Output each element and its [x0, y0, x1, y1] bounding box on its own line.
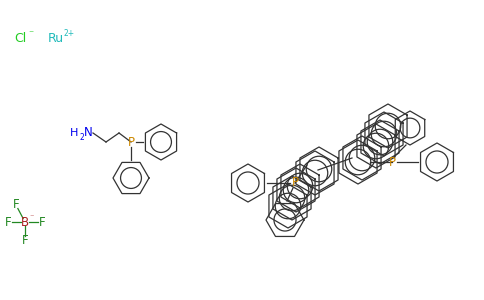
Text: P: P: [127, 136, 135, 148]
Text: N: N: [84, 127, 93, 140]
Text: F: F: [13, 199, 19, 212]
Text: B: B: [21, 215, 29, 229]
Text: ⁻: ⁻: [29, 212, 33, 221]
Text: ⁻: ⁻: [28, 29, 33, 39]
Text: Cl: Cl: [14, 32, 26, 44]
Text: P: P: [291, 176, 299, 190]
Text: P: P: [389, 155, 395, 169]
Text: F: F: [5, 215, 11, 229]
Text: F: F: [22, 233, 28, 247]
Text: 2: 2: [79, 133, 84, 142]
Text: 2+: 2+: [63, 28, 74, 38]
Text: Ru: Ru: [48, 32, 64, 44]
Text: F: F: [39, 215, 45, 229]
Text: H: H: [70, 128, 78, 138]
